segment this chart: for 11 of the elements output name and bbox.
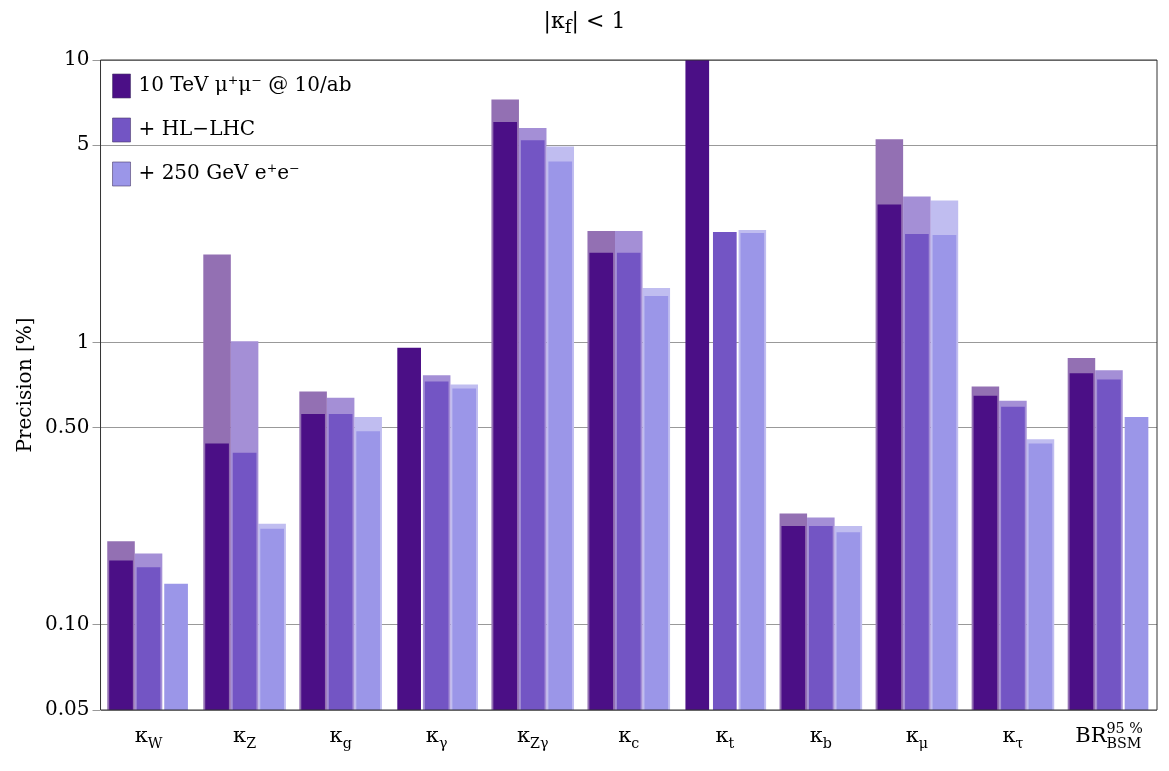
y-axis-title: Precision [%] bbox=[12, 317, 37, 453]
y-tick-label: 10 bbox=[64, 46, 90, 71]
legend-label: + 250 GeV e⁺e⁻ bbox=[138, 160, 300, 185]
legend-label: 10 TeV μ⁺μ⁻ @ 10/ab bbox=[138, 72, 352, 97]
legend-label: + HL−LHC bbox=[138, 116, 256, 141]
y-tick-label: 0.05 bbox=[45, 696, 90, 721]
y-tick-label: 0.10 bbox=[45, 611, 90, 636]
chart-title: |κ$_{f}$| < 1 bbox=[542, 8, 627, 38]
y-tick-label: 0.50 bbox=[45, 413, 90, 438]
y-tick-label: 1 bbox=[76, 328, 90, 353]
y-tick-label: 5 bbox=[76, 131, 90, 156]
